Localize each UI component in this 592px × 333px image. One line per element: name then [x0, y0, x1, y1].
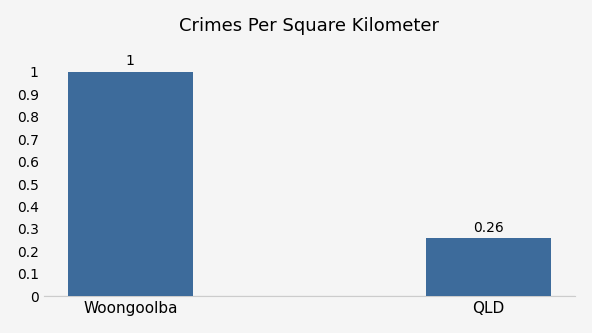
Text: 1: 1 [126, 54, 135, 68]
Title: Crimes Per Square Kilometer: Crimes Per Square Kilometer [179, 17, 439, 35]
Bar [426, 238, 551, 296]
Text: 0.26: 0.26 [473, 221, 504, 235]
Bar [67, 72, 193, 296]
